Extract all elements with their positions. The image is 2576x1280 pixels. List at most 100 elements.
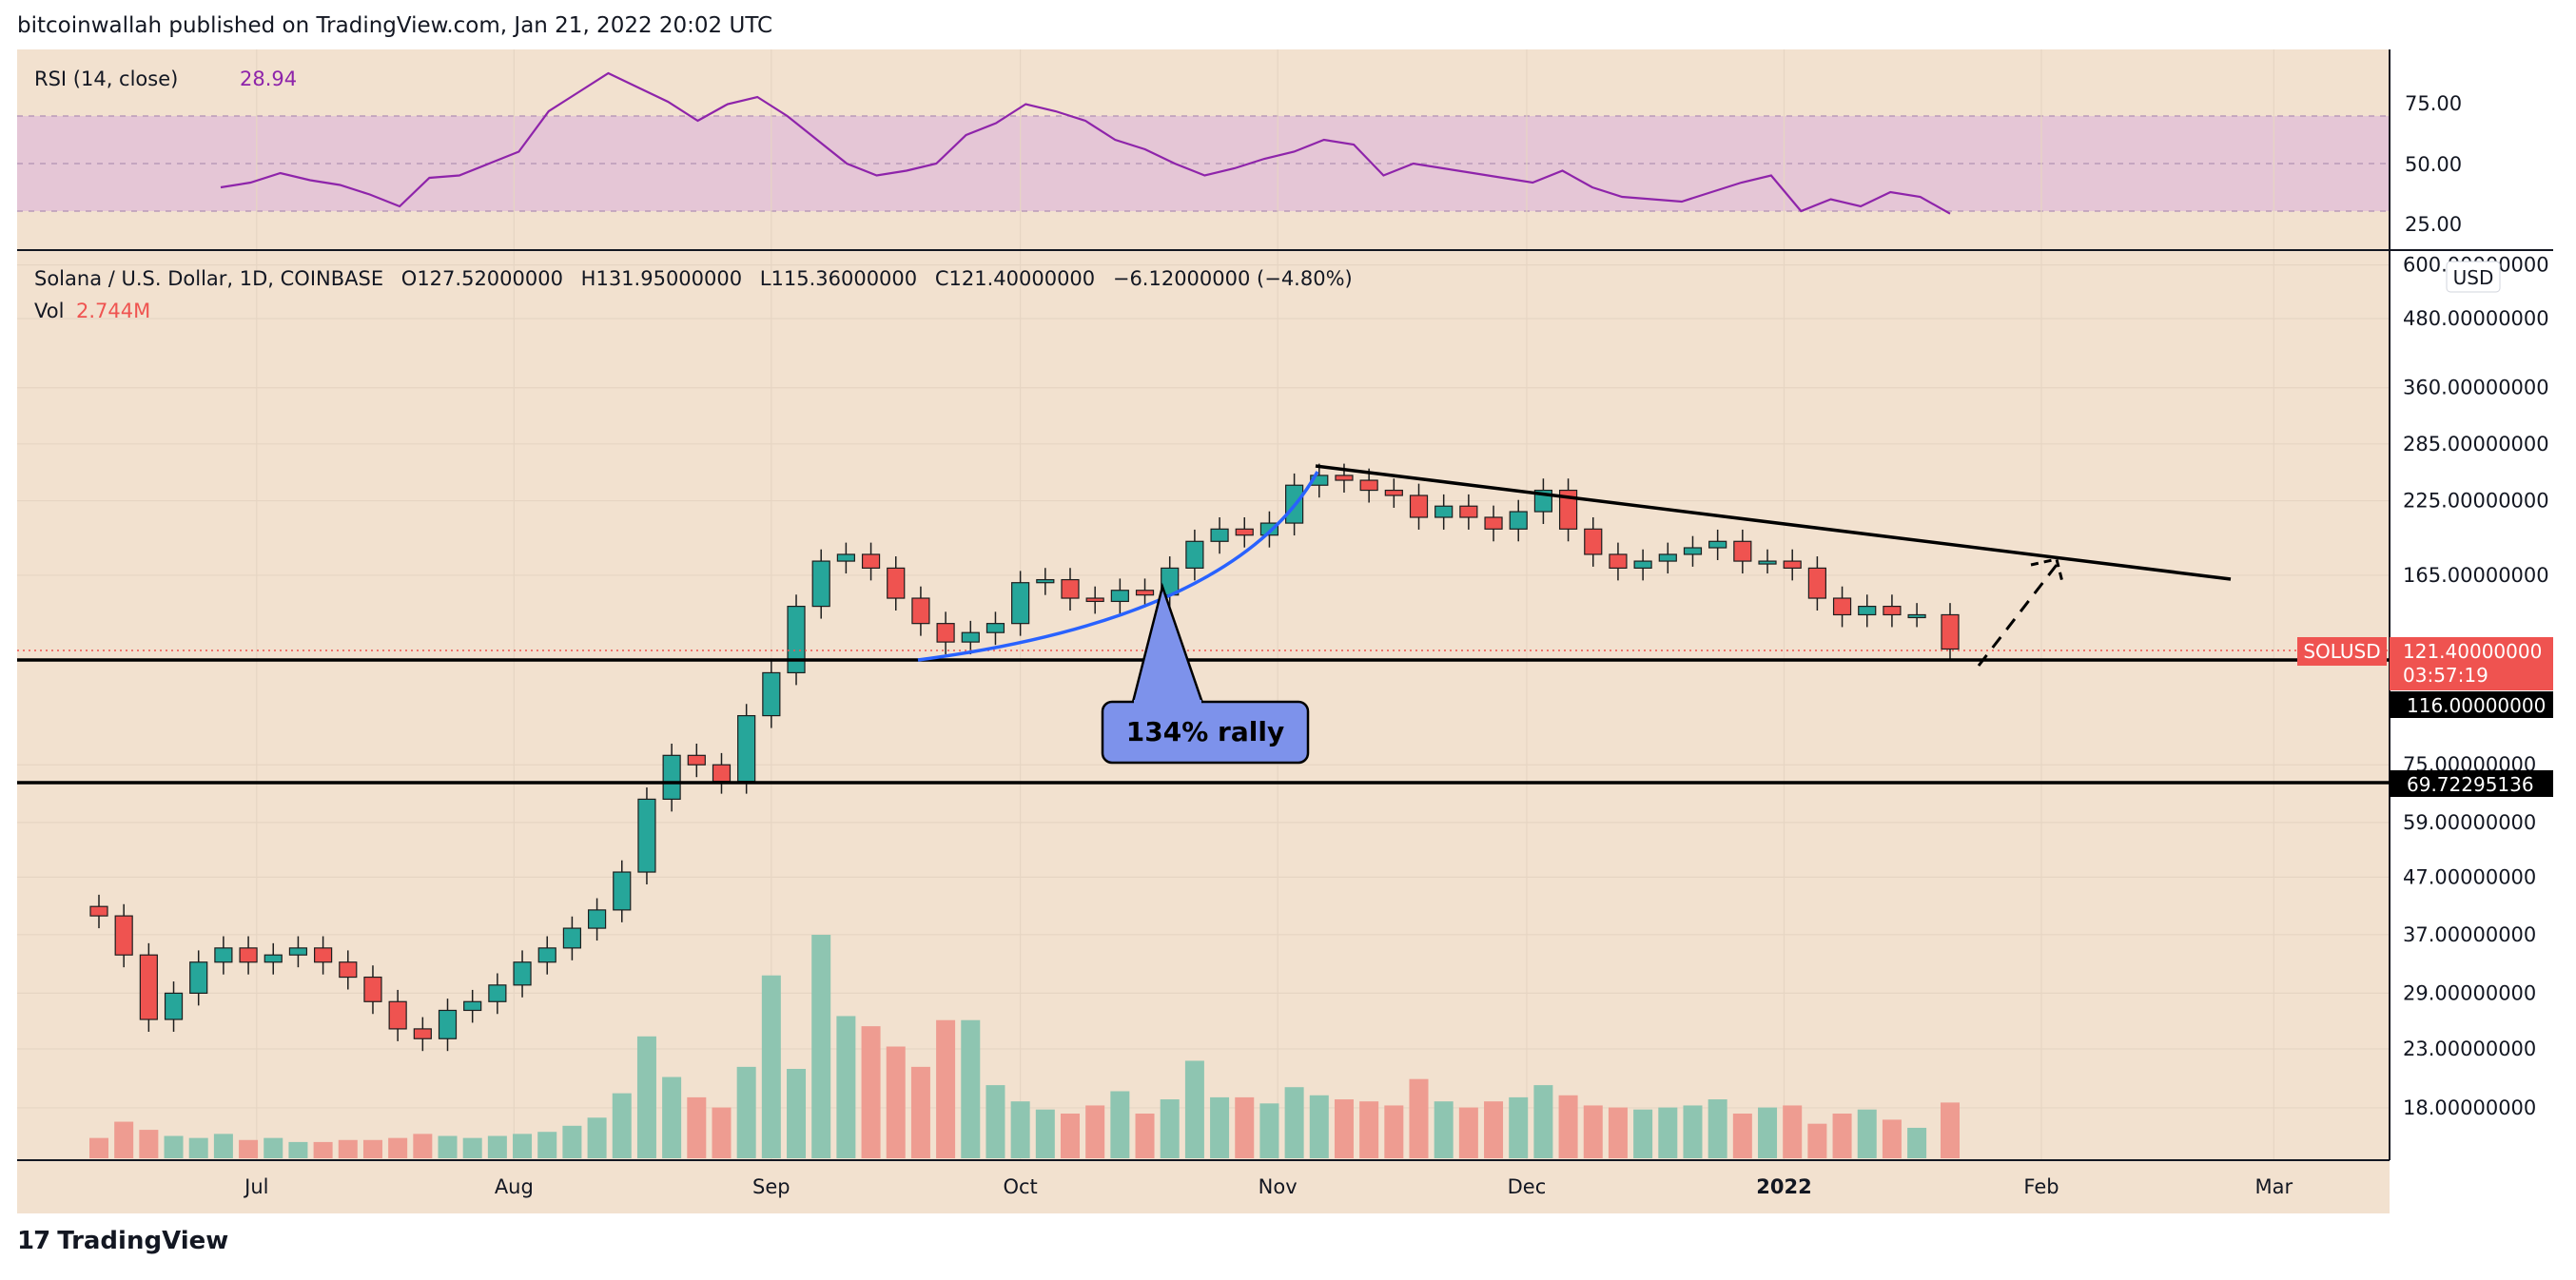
volume-bar	[263, 1137, 283, 1158]
ohlc-change: −6.12000000 (−4.80%)	[1113, 267, 1353, 290]
volume-bar	[1010, 1101, 1030, 1158]
candle	[1384, 478, 1403, 508]
volume-bar	[1110, 1091, 1130, 1158]
candles	[89, 463, 1960, 1052]
rsi-line	[220, 71, 1951, 215]
last-price-label	[2390, 637, 2553, 690]
volume-bar	[362, 1139, 382, 1158]
candle	[339, 950, 358, 990]
symbol-tag[interactable]	[2297, 637, 2387, 666]
volume-bar	[562, 1125, 582, 1158]
volume-bar	[687, 1096, 707, 1158]
candle	[89, 894, 108, 929]
candle	[587, 898, 607, 941]
volume-bar	[1334, 1099, 1354, 1158]
volume-bar	[1832, 1114, 1852, 1158]
volume-bar	[1882, 1119, 1902, 1158]
time-tick-label: Sep	[752, 1175, 790, 1198]
rally-callout[interactable]	[1101, 700, 1310, 765]
candle	[637, 787, 656, 884]
volume-bar	[836, 1016, 856, 1158]
volume-bar	[986, 1085, 1005, 1158]
candle	[1758, 549, 1777, 574]
volume-bar	[1259, 1103, 1279, 1158]
volume-bar	[1807, 1123, 1827, 1158]
candle	[1110, 578, 1129, 614]
volume-bar	[513, 1134, 533, 1158]
tradingview-footer[interactable]: 17 TradingView	[17, 1227, 228, 1255]
unit-badge[interactable]	[2446, 261, 2501, 293]
rsi-legend-value: 28.94	[240, 68, 297, 90]
candle	[1061, 568, 1080, 611]
candle	[712, 752, 732, 794]
volume-bar	[736, 1066, 756, 1158]
candle	[164, 981, 184, 1032]
rally-callout-text: 134% rally	[1126, 716, 1284, 747]
candle	[1409, 483, 1429, 530]
price-tick-label: 18.00000000	[2403, 1096, 2536, 1119]
ohlc-low: L115.36000000	[760, 267, 917, 290]
candle	[1733, 529, 1752, 574]
candle	[388, 989, 407, 1041]
volume-bar	[1658, 1107, 1678, 1158]
level-69-label	[2390, 770, 2553, 797]
volume-bar	[587, 1117, 607, 1158]
candle	[537, 936, 556, 975]
volume-bar	[1384, 1105, 1404, 1158]
time-tick-label: Mar	[2255, 1175, 2293, 1198]
symbol-legend: Solana / U.S. Dollar, 1D, COINBASE O127.…	[34, 267, 1353, 290]
candle	[1609, 542, 1628, 581]
volume-bar	[1035, 1109, 1055, 1158]
candle	[1210, 516, 1229, 554]
rally-curve[interactable]	[917, 471, 1319, 662]
volume-bar	[288, 1141, 308, 1158]
price-tick-label: 37.00000000	[2403, 923, 2536, 946]
descending-trendline[interactable]	[1315, 464, 2232, 581]
publisher-caption: bitcoinwallah published on TradingView.c…	[17, 13, 773, 38]
candle	[562, 916, 582, 960]
volume-bar	[761, 975, 781, 1158]
candle	[239, 936, 258, 975]
volume-bar	[213, 1134, 233, 1158]
candle	[1783, 549, 1802, 581]
volume-bar	[1783, 1105, 1803, 1158]
candle	[986, 611, 1005, 646]
volume-bar	[886, 1046, 906, 1158]
candle	[263, 942, 283, 975]
volume-bar	[1409, 1078, 1429, 1158]
time-tick-label: Oct	[1003, 1175, 1037, 1198]
candle	[139, 942, 158, 1032]
volume-bar	[413, 1134, 433, 1158]
candle	[662, 743, 681, 812]
time-tick-label: Feb	[2023, 1175, 2059, 1198]
volume-bar	[811, 935, 831, 1158]
price-tick-label: 47.00000000	[2403, 865, 2536, 888]
candle	[836, 542, 855, 574]
volume-bar	[612, 1093, 632, 1158]
volume-bar	[114, 1121, 134, 1158]
unit-badge-text: USD	[2453, 266, 2494, 289]
candle	[288, 936, 308, 968]
candle	[1832, 586, 1852, 628]
candle	[1434, 494, 1454, 530]
tradingview-logo: 17	[17, 1227, 50, 1255]
ohlc-high: H131.95000000	[581, 267, 742, 290]
projection-arrow-head	[2030, 557, 2064, 583]
time-tick-label: Aug	[495, 1175, 534, 1198]
candle	[1807, 556, 1826, 611]
candle	[114, 903, 133, 968]
volume-legend-label: Vol	[34, 300, 64, 322]
candle	[936, 611, 955, 655]
volume-bar	[910, 1066, 930, 1158]
volume-bar	[1732, 1114, 1752, 1158]
price-tick-label: 165.00000000	[2403, 564, 2549, 587]
candle	[1941, 603, 1960, 662]
candle	[811, 549, 830, 619]
price-tick-label: 360.00000000	[2403, 377, 2549, 399]
candle	[1011, 571, 1030, 636]
bar-countdown-text: 03:57:19	[2403, 664, 2488, 687]
volume-legend-value: 2.744M	[76, 300, 150, 322]
candle	[463, 989, 482, 1023]
time-tick-label: Nov	[1259, 1175, 1298, 1198]
